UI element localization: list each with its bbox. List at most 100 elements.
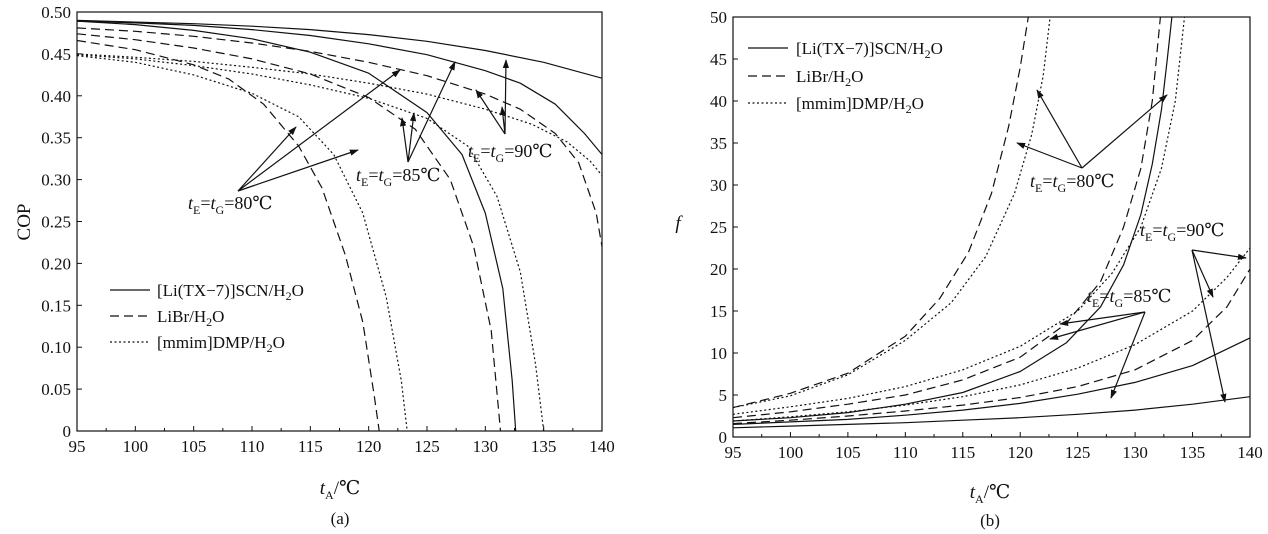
panel-b-f-chart: 95 100 105 110 115 120 125 130 135 140 0 5 10 15 20 25… — [675, 8, 1262, 530]
annotation-label-85: tE=tG=85℃ — [356, 165, 441, 189]
panel-b-legend: [Li(TX−7)]SCN/H2O LiBr/H2O [mmim]DMP/H2O — [748, 39, 943, 116]
series-line-solid-90 — [77, 19, 602, 79]
series-line-dashed-85 — [77, 33, 502, 431]
x-tick-label: 130 — [473, 437, 499, 456]
y-tick-label: 25 — [710, 218, 727, 237]
annotation-arrow — [1049, 311, 1146, 340]
panel-a-caption: (a) — [331, 509, 350, 528]
series-line-dotted-80 — [733, 17, 1051, 409]
y-tick-label: 0.25 — [41, 213, 71, 232]
y-tick-label: 0.45 — [41, 45, 71, 64]
y-tick-label: 0.30 — [41, 171, 71, 190]
x-tick-label: 95 — [725, 443, 742, 462]
panel-b-legend-entry: [mmim]DMP/H2O — [796, 94, 924, 116]
series-line-dotted-85 — [733, 17, 1186, 415]
x-tick-label: 105 — [835, 443, 861, 462]
series-line-solid-80 — [77, 20, 517, 431]
panel-a-frame — [76, 11, 603, 432]
annotation-arrow — [237, 69, 401, 192]
panel-a-plot-area — [77, 19, 602, 431]
x-tick-label: 100 — [123, 437, 149, 456]
x-tick-label: 95 — [69, 437, 86, 456]
series-line-solid-80 — [733, 17, 1173, 422]
panel-b-legend-entry: LiBr/H2O — [796, 67, 863, 89]
annotation-arrow — [1110, 311, 1146, 399]
panel-b-caption: (b) — [980, 511, 1000, 530]
y-tick-label: 10 — [710, 344, 727, 363]
annotation-arrow — [237, 126, 297, 192]
y-tick-label: 0.20 — [41, 254, 71, 273]
panel-b-y-axis-label: f — [675, 213, 683, 234]
y-tick-label: 0.40 — [41, 87, 71, 106]
y-tick-label: 50 — [710, 8, 727, 27]
series-line-dashed-85 — [733, 17, 1161, 419]
annotation-arrow — [475, 89, 506, 135]
annotation-arrow — [237, 149, 359, 192]
annotation-arrow — [1016, 142, 1083, 169]
x-tick-label: 110 — [240, 437, 265, 456]
panel-a-y-axis-label: COP — [14, 204, 35, 241]
panel-a-legend-entry: [mmim]DMP/H2O — [157, 333, 285, 355]
series-line-dashed-90 — [77, 27, 602, 247]
y-tick-label: 0.35 — [41, 129, 71, 148]
annotation-arrow — [1081, 94, 1168, 169]
panel-b-y-ticks: 0 5 10 15 20 25 30 35 40 45 50 — [710, 8, 738, 447]
series-line-solid-90 — [733, 396, 1250, 429]
series-line-dotted-85 — [77, 54, 545, 431]
panel-b-legend-entry: [Li(TX−7)]SCN/H2O — [796, 39, 943, 61]
y-tick-label: 0 — [63, 422, 72, 441]
panel-a-y-ticks: 0 0.05 0.10 0.15 0.20 0.25 0.30 0.35 0.40 0.45 0.5… — [41, 3, 82, 441]
y-tick-label: 20 — [710, 260, 727, 279]
annotation-arrow — [1191, 249, 1214, 298]
x-tick-label: 135 — [531, 437, 557, 456]
x-tick-label: 140 — [1237, 443, 1263, 462]
y-tick-label: 0.10 — [41, 338, 71, 357]
series-line-solid-85 — [77, 20, 602, 155]
x-tick-label: 125 — [1065, 443, 1091, 462]
y-tick-label: 0.05 — [41, 380, 71, 399]
y-tick-label: 45 — [710, 50, 727, 69]
panel-b-plot-area — [733, 17, 1250, 429]
annotation-arrow — [407, 61, 456, 163]
x-tick-label: 105 — [181, 437, 207, 456]
x-tick-label: 140 — [589, 437, 615, 456]
x-tick-label: 115 — [298, 437, 323, 456]
series-line-dashed-80 — [733, 17, 1029, 409]
annotation-arrow — [1191, 249, 1247, 260]
panel-a-cop-chart: 95 100 105 110 115 120 125 130 135 140 00.050.100… — [14, 3, 615, 528]
series-line-dashed-80 — [77, 39, 380, 431]
annotation-arrow — [502, 59, 510, 135]
annotation-arrow — [1036, 89, 1083, 169]
x-tick-label: 120 — [1007, 443, 1033, 462]
series-line-dashed-90 — [733, 268, 1250, 425]
annotation-arrow — [399, 117, 409, 163]
panel-a-x-ticks: 95 100 105 110 115 120 125 130 135 140 — [69, 426, 615, 456]
x-tick-label: 125 — [414, 437, 440, 456]
x-tick-label: 100 — [778, 443, 804, 462]
annotation-arrow — [407, 112, 417, 163]
x-tick-label: 135 — [1180, 443, 1206, 462]
panel-b-x-ticks: 95 100 105 110 115 120 125 130 135 140 — [725, 432, 1263, 462]
y-tick-label: 15 — [710, 302, 727, 321]
series-line-dotted-90 — [733, 247, 1250, 422]
series-line-solid-85 — [733, 337, 1250, 425]
annotation-label-90: tE=tG=90℃ — [1140, 220, 1225, 244]
x-tick-label: 110 — [893, 443, 918, 462]
panel-b-annotations: tE=tG=80℃ tE=tG=85℃ tE=tG=90℃ — [1016, 89, 1247, 403]
y-tick-label: 0.50 — [41, 3, 71, 22]
panel-a-legend-entry: LiBr/H2O — [157, 307, 224, 329]
x-tick-label: 115 — [950, 443, 975, 462]
annotation-label-80: tE=tG=80℃ — [1030, 171, 1115, 195]
y-tick-label: 30 — [710, 176, 727, 195]
y-tick-label: 40 — [710, 92, 727, 111]
y-tick-label: 35 — [710, 134, 727, 153]
y-tick-label: 0 — [719, 428, 728, 447]
y-tick-label: 0.15 — [41, 296, 71, 315]
series-line-dotted-80 — [77, 55, 408, 431]
x-tick-label: 130 — [1122, 443, 1148, 462]
panel-a-legend: [Li(TX−7)]SCN/H2O LiBr/H2O [mmim]DMP/H2O — [110, 281, 304, 355]
panel-a-x-axis-label: tA/℃ — [320, 478, 361, 502]
y-tick-label: 5 — [719, 386, 728, 405]
panel-a-legend-entry: [Li(TX−7)]SCN/H2O — [157, 281, 304, 303]
